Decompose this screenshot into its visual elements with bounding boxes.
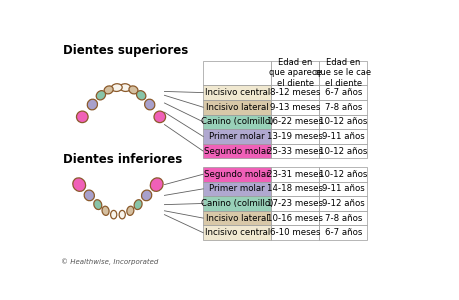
Text: 9-13 meses: 9-13 meses xyxy=(269,103,320,112)
Text: Incisivo central: Incisivo central xyxy=(204,88,269,97)
Text: 10-12 años: 10-12 años xyxy=(319,117,367,126)
Text: Incisivo central: Incisivo central xyxy=(204,228,269,237)
Text: 13-19 meses: 13-19 meses xyxy=(267,132,323,141)
FancyBboxPatch shape xyxy=(203,225,271,240)
Ellipse shape xyxy=(154,111,165,123)
FancyBboxPatch shape xyxy=(203,211,271,225)
Text: Edad en
que aparece
el diente: Edad en que aparece el diente xyxy=(269,58,321,88)
Text: 8-12 meses: 8-12 meses xyxy=(269,88,320,97)
Text: 10-12 años: 10-12 años xyxy=(319,147,367,156)
Ellipse shape xyxy=(73,178,85,191)
Text: 6-10 meses: 6-10 meses xyxy=(269,228,320,237)
FancyBboxPatch shape xyxy=(271,61,319,85)
Text: Canino (colmillo): Canino (colmillo) xyxy=(201,117,273,126)
Text: 7-8 años: 7-8 años xyxy=(324,103,361,112)
FancyBboxPatch shape xyxy=(203,85,271,100)
FancyBboxPatch shape xyxy=(203,115,271,129)
FancyBboxPatch shape xyxy=(319,85,367,100)
Text: Canino (colmillo): Canino (colmillo) xyxy=(201,199,273,208)
Text: 7-8 años: 7-8 años xyxy=(324,214,361,223)
FancyBboxPatch shape xyxy=(271,129,319,144)
Ellipse shape xyxy=(111,84,122,92)
Text: Primer molar: Primer molar xyxy=(209,132,264,141)
Text: 10-12 años: 10-12 años xyxy=(319,170,367,179)
FancyBboxPatch shape xyxy=(271,167,319,182)
FancyBboxPatch shape xyxy=(271,144,319,158)
Text: Incisivo lateral: Incisivo lateral xyxy=(206,214,268,223)
FancyBboxPatch shape xyxy=(319,167,367,182)
FancyBboxPatch shape xyxy=(271,100,319,115)
Ellipse shape xyxy=(120,84,130,92)
Text: Edad en
que se le cae
el diente: Edad en que se le cae el diente xyxy=(315,58,371,88)
Ellipse shape xyxy=(150,178,163,191)
FancyBboxPatch shape xyxy=(319,129,367,144)
Ellipse shape xyxy=(136,91,146,100)
FancyBboxPatch shape xyxy=(203,182,271,196)
Ellipse shape xyxy=(104,86,113,94)
Ellipse shape xyxy=(96,91,105,100)
Text: 17-23 meses: 17-23 meses xyxy=(267,199,323,208)
Ellipse shape xyxy=(84,190,94,201)
Text: 10-16 meses: 10-16 meses xyxy=(267,214,323,223)
Text: Dientes superiores: Dientes superiores xyxy=(63,44,188,57)
Text: 14-18 meses: 14-18 meses xyxy=(267,184,323,193)
Text: © Healthwise, Incorporated: © Healthwise, Incorporated xyxy=(61,258,158,265)
Ellipse shape xyxy=(141,190,151,201)
FancyBboxPatch shape xyxy=(271,211,319,225)
FancyBboxPatch shape xyxy=(203,196,271,211)
Ellipse shape xyxy=(94,200,101,209)
FancyBboxPatch shape xyxy=(319,115,367,129)
Text: 23-31 meses: 23-31 meses xyxy=(267,170,323,179)
Ellipse shape xyxy=(76,111,88,123)
FancyBboxPatch shape xyxy=(271,182,319,196)
Ellipse shape xyxy=(134,200,142,209)
Text: 16-22 meses: 16-22 meses xyxy=(267,117,323,126)
FancyBboxPatch shape xyxy=(271,225,319,240)
FancyBboxPatch shape xyxy=(203,129,271,144)
Ellipse shape xyxy=(129,86,138,94)
FancyBboxPatch shape xyxy=(319,144,367,158)
FancyBboxPatch shape xyxy=(203,167,271,182)
FancyBboxPatch shape xyxy=(319,211,367,225)
FancyBboxPatch shape xyxy=(319,225,367,240)
Text: 9-12 años: 9-12 años xyxy=(321,199,364,208)
Text: Primer molar: Primer molar xyxy=(209,184,264,193)
Text: 9-11 años: 9-11 años xyxy=(321,132,364,141)
FancyBboxPatch shape xyxy=(319,196,367,211)
Ellipse shape xyxy=(144,99,155,110)
Text: 25-33 meses: 25-33 meses xyxy=(267,147,323,156)
Text: Segundo molar: Segundo molar xyxy=(204,170,269,179)
Text: Segundo molar: Segundo molar xyxy=(204,147,269,156)
Ellipse shape xyxy=(87,99,97,110)
FancyBboxPatch shape xyxy=(319,61,367,85)
FancyBboxPatch shape xyxy=(203,144,271,158)
Text: Dientes inferiores: Dientes inferiores xyxy=(63,153,182,166)
FancyBboxPatch shape xyxy=(319,100,367,115)
Ellipse shape xyxy=(102,206,109,215)
FancyBboxPatch shape xyxy=(203,61,271,85)
Text: 6-7 años: 6-7 años xyxy=(324,228,361,237)
Text: 6-7 años: 6-7 años xyxy=(324,88,361,97)
FancyBboxPatch shape xyxy=(203,100,271,115)
Text: 9-11 años: 9-11 años xyxy=(321,184,364,193)
FancyBboxPatch shape xyxy=(271,196,319,211)
FancyBboxPatch shape xyxy=(271,115,319,129)
Text: Incisivo lateral: Incisivo lateral xyxy=(206,103,268,112)
Ellipse shape xyxy=(119,210,125,219)
FancyBboxPatch shape xyxy=(271,85,319,100)
FancyBboxPatch shape xyxy=(319,182,367,196)
Ellipse shape xyxy=(110,210,117,219)
Ellipse shape xyxy=(127,206,134,215)
